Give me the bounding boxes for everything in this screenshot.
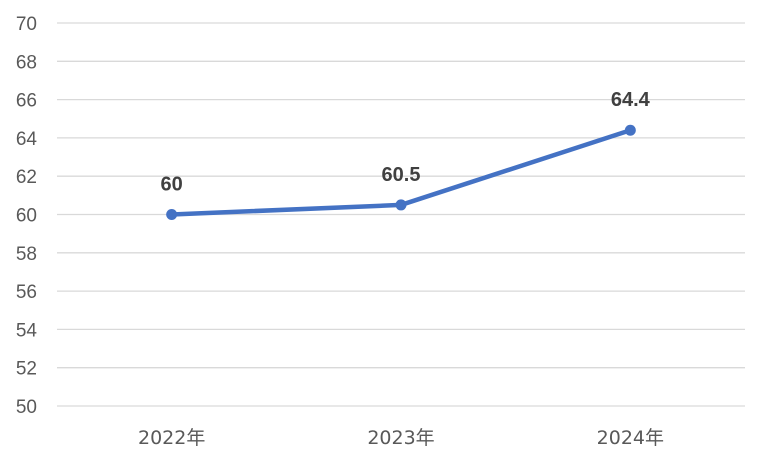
- x-tick-label-0: 2022年: [138, 427, 205, 449]
- data-point-0: [166, 209, 178, 220]
- data-label-1: 60.5: [382, 164, 421, 186]
- grid-lines: [57, 22, 745, 407]
- y-tick-label-62: 62: [16, 167, 37, 188]
- series-group: [166, 124, 636, 220]
- data-labels: 60 60.5 64.4: [161, 89, 651, 195]
- data-label-2: 64.4: [611, 89, 651, 111]
- y-tick-label-52: 52: [16, 359, 37, 380]
- x-axis: 2022年 2023年 2024年: [138, 427, 664, 449]
- data-point-1: [395, 199, 407, 211]
- data-point-2: [624, 124, 636, 136]
- y-tick-label-50: 50: [16, 397, 37, 418]
- x-tick-label-1: 2023年: [367, 427, 434, 449]
- data-label-0: 60: [161, 174, 183, 196]
- y-tick-label-54: 54: [16, 320, 38, 341]
- y-tick-label-60: 60: [16, 206, 37, 227]
- y-tick-label-64: 64: [16, 129, 38, 150]
- y-axis: 50 52 54 56 58 60 62 64 66 68 70: [16, 14, 38, 418]
- x-tick-label-2: 2024年: [597, 427, 664, 449]
- y-tick-label-68: 68: [16, 52, 37, 73]
- y-tick-label-58: 58: [16, 244, 37, 265]
- y-tick-label-70: 70: [16, 14, 37, 35]
- y-tick-label-66: 66: [16, 91, 37, 112]
- y-tick-label-56: 56: [16, 282, 37, 303]
